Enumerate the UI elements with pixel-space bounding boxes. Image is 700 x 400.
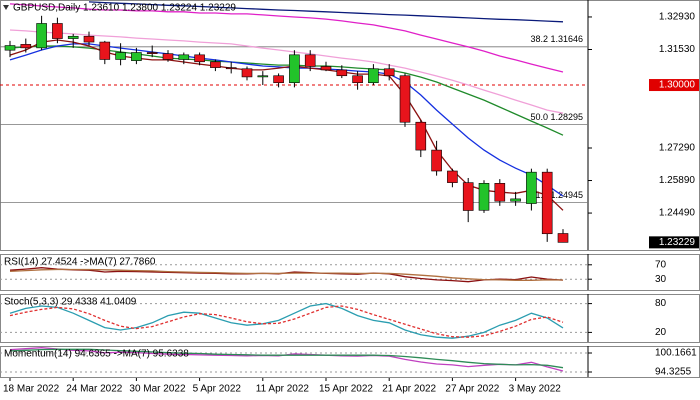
y-tick-label: 20 — [655, 327, 667, 338]
candle-body — [494, 183, 506, 202]
candle-body — [4, 45, 16, 51]
moving-average — [88, 1, 564, 23]
candle-body — [83, 35, 95, 43]
y-tick-label: 1.24490 — [659, 208, 696, 219]
candle-body — [304, 54, 316, 67]
x-tick-label: 30 Mar 2022 — [129, 384, 186, 395]
candle-body — [162, 53, 174, 60]
candle-body — [320, 66, 332, 71]
candle-body — [478, 183, 490, 211]
fib-label: 61.8 1.24945 — [530, 190, 583, 200]
x-tick-label: 11 Apr 2022 — [256, 384, 310, 395]
price-box — [649, 236, 699, 249]
indicator-line — [9, 302, 564, 339]
candle-body — [447, 170, 458, 183]
alert-label: 1.30000 — [659, 80, 696, 91]
candle-body — [131, 52, 142, 61]
y-tick-label: 80 — [655, 298, 667, 309]
moving-average — [9, 3, 564, 73]
x-tick-label: 15 Apr 2022 — [319, 384, 373, 395]
panel-title: Stoch(5,3,3) 29.4338 41.0409 — [4, 297, 137, 308]
candle-body — [115, 52, 126, 60]
candle-body — [462, 182, 474, 211]
menu-icon — [3, 5, 9, 10]
y-tick-label: 1.27290 — [659, 143, 696, 154]
x-tick-label: 27 Apr 2022 — [445, 384, 499, 395]
candle-body — [146, 52, 158, 54]
candle-body — [526, 171, 537, 204]
moving-average — [9, 29, 564, 114]
candle-body — [178, 54, 190, 60]
fib-label: 50.0 1.28295 — [530, 112, 583, 122]
fib-label: 38.2 1.31646 — [530, 34, 583, 44]
candle-body — [415, 121, 427, 151]
candle-body — [368, 68, 379, 84]
candle-body — [99, 41, 111, 60]
candle-body — [510, 198, 521, 202]
candle-body — [289, 54, 300, 84]
candle-body — [383, 68, 395, 77]
candle-body — [336, 69, 348, 77]
candle-body — [194, 54, 205, 63]
candle-body — [431, 149, 442, 172]
indicator-line — [9, 348, 564, 369]
y-tick-label: 94.3255 — [655, 367, 692, 378]
panel-title: Momentum(14) 94.6365 ->MA(7) 95.6338 — [4, 349, 189, 360]
candle-body — [273, 75, 284, 84]
candle-body — [557, 233, 569, 243]
y-tick-label: 1.31530 — [659, 44, 696, 55]
x-tick-label: 5 Apr 2022 — [193, 384, 242, 395]
x-tick-label: 18 Mar 2022 — [3, 384, 60, 395]
candle-body — [67, 35, 79, 39]
x-tick-label: 3 May 2022 — [509, 384, 562, 395]
candle-body — [20, 44, 32, 49]
candle-body — [225, 67, 237, 70]
y-tick-label: 1.32930 — [659, 12, 696, 23]
candle-body — [241, 68, 253, 78]
candle-body — [36, 23, 47, 49]
last-price: 1.23229 — [659, 237, 696, 248]
candle-body — [541, 171, 553, 235]
candle-body — [399, 75, 411, 123]
candle-body — [257, 75, 269, 78]
alert-box — [649, 79, 699, 92]
y-tick-label: 1.25890 — [659, 175, 696, 186]
panel-title: GBPUSD,Daily 1.23610 1.23800 1.23224 1.2… — [13, 3, 236, 14]
x-tick-label: 21 Apr 2022 — [382, 384, 436, 395]
y-tick-label: 100.1661 — [655, 348, 697, 359]
panel-title: RSI(14) 27.4524 ->MA(7) 27.7860 — [4, 257, 156, 268]
x-tick-label: 24 Mar 2022 — [66, 384, 123, 395]
candle-body — [52, 23, 63, 39]
y-tick-label: 70 — [655, 259, 667, 270]
indicator-line — [9, 268, 564, 281]
candle-body — [210, 61, 221, 68]
candle-body — [352, 75, 363, 84]
y-tick-label: 30 — [655, 274, 667, 285]
